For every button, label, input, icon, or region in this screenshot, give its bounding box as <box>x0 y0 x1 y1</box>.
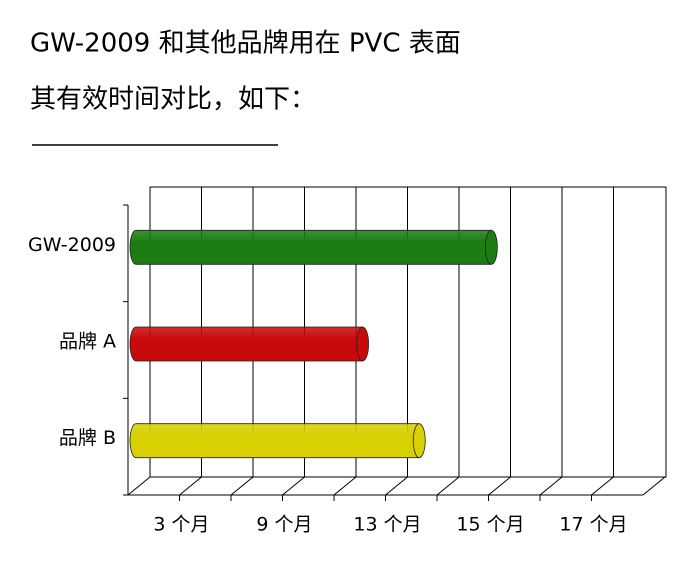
x-tick-label: 3 个月 <box>153 514 209 536</box>
bar-cap <box>412 423 426 459</box>
bar <box>129 423 426 459</box>
bar <box>129 229 498 265</box>
floor-grid-line <box>333 476 357 496</box>
floor-grid-line <box>436 476 460 496</box>
back-wall <box>149 186 667 478</box>
chart-title: GW-2009 和其他品牌用在 PVC 表面 <box>30 29 461 59</box>
floor-grid-line <box>488 476 511 496</box>
bar-body <box>129 326 363 362</box>
floor-grid-line <box>385 476 408 496</box>
bar <box>129 326 370 362</box>
bar-body <box>129 423 420 459</box>
y-tick-label: 品牌 B <box>59 427 116 449</box>
y-tick-label: GW-2009 <box>28 234 116 256</box>
floor-grid-line <box>591 476 614 496</box>
floor-grid-line <box>230 476 254 496</box>
x-tick-label: 15 个月 <box>456 514 524 536</box>
bar-cap <box>356 326 370 362</box>
x-tick-label: 9 个月 <box>256 514 312 536</box>
plot: 3 个月 9 个月 13 个月 15 个月 17 个月 GW-2009 品牌 A 品牌 B <box>28 186 667 536</box>
left-wall-edge <box>127 476 151 496</box>
chart-subtitle: 其有效时间对比，如下： <box>30 85 316 115</box>
floor-grid-line <box>539 476 563 496</box>
x-tick-label: 17 个月 <box>559 514 627 536</box>
y-tick-label: 品牌 A <box>59 331 116 353</box>
floor-grid-line <box>282 476 305 496</box>
floor-grid-line <box>179 476 202 496</box>
bar-body <box>129 229 492 265</box>
bar-cap <box>484 229 498 265</box>
x-tick-label: 13 个月 <box>353 514 421 536</box>
floor-right <box>642 476 666 496</box>
